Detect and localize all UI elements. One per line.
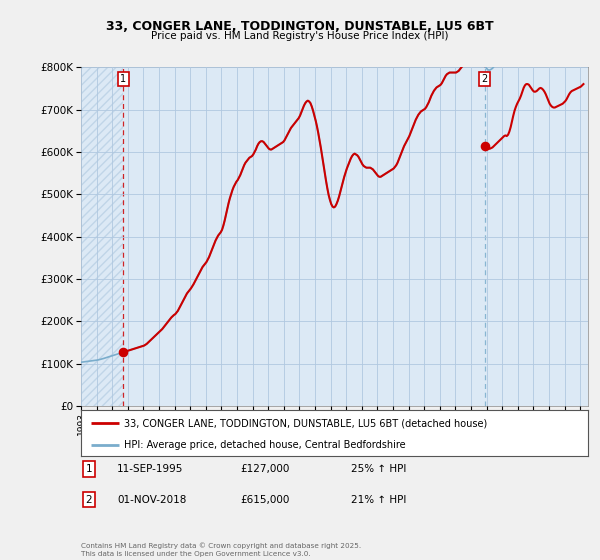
Text: 33, CONGER LANE, TODDINGTON, DUNSTABLE, LU5 6BT: 33, CONGER LANE, TODDINGTON, DUNSTABLE, … — [106, 20, 494, 32]
Text: 11-SEP-1995: 11-SEP-1995 — [117, 464, 184, 474]
Text: HPI: Average price, detached house, Central Bedfordshire: HPI: Average price, detached house, Cent… — [124, 440, 406, 450]
Text: 01-NOV-2018: 01-NOV-2018 — [117, 494, 187, 505]
Text: 1: 1 — [120, 74, 127, 84]
Text: £127,000: £127,000 — [240, 464, 289, 474]
Text: 1: 1 — [85, 464, 92, 474]
Text: 2: 2 — [482, 74, 488, 84]
Text: Contains HM Land Registry data © Crown copyright and database right 2025.
This d: Contains HM Land Registry data © Crown c… — [81, 543, 361, 557]
Text: 21% ↑ HPI: 21% ↑ HPI — [351, 494, 406, 505]
Point — [118, 348, 128, 357]
Point — [480, 141, 490, 150]
Text: Price paid vs. HM Land Registry's House Price Index (HPI): Price paid vs. HM Land Registry's House … — [151, 31, 449, 41]
Text: 2: 2 — [85, 494, 92, 505]
Text: £615,000: £615,000 — [240, 494, 289, 505]
Text: 33, CONGER LANE, TODDINGTON, DUNSTABLE, LU5 6BT (detached house): 33, CONGER LANE, TODDINGTON, DUNSTABLE, … — [124, 418, 487, 428]
Text: 25% ↑ HPI: 25% ↑ HPI — [351, 464, 406, 474]
